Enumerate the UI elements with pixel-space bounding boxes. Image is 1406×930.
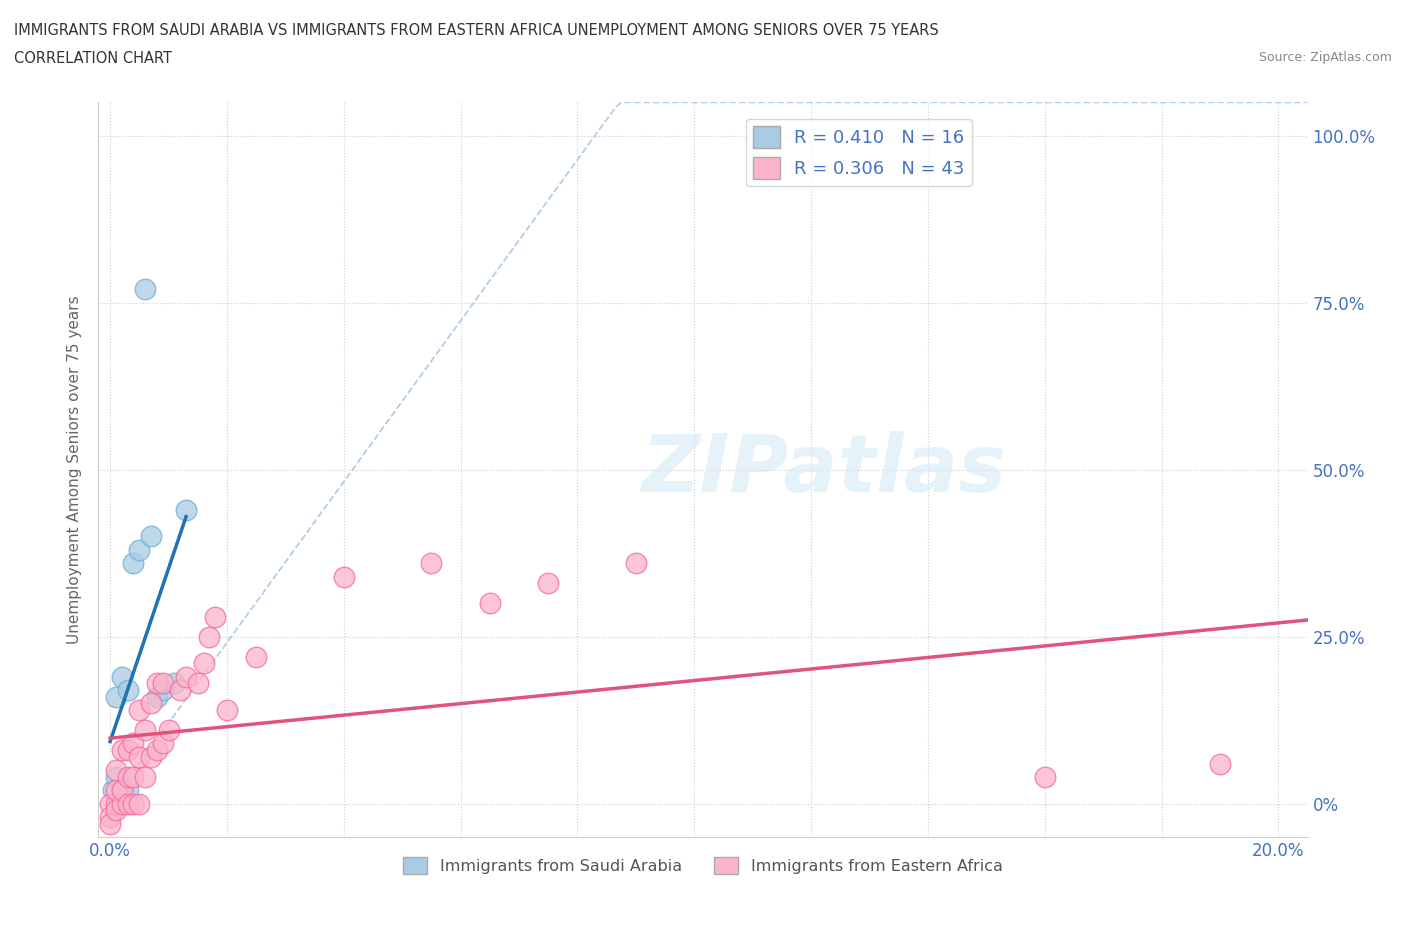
Point [152,736,174,751]
Point [117,769,139,784]
Point [420,556,443,571]
Point [174,670,197,684]
Point [134,282,156,297]
Point [128,796,150,811]
Point [624,556,647,571]
Point [98,796,121,811]
Text: IMMIGRANTS FROM SAUDI ARABIA VS IMMIGRANTS FROM EASTERN AFRICA UNEMPLOYMENT AMON: IMMIGRANTS FROM SAUDI ARABIA VS IMMIGRAN… [14,23,939,38]
Point [111,783,134,798]
Point [117,683,139,698]
Point [152,676,174,691]
Point [139,750,162,764]
Point [169,683,191,698]
Point [111,783,134,798]
Text: CORRELATION CHART: CORRELATION CHART [14,51,172,66]
Point [117,743,139,758]
Point [134,723,156,737]
Legend: Immigrants from Saudi Arabia, Immigrants from Eastern Africa: Immigrants from Saudi Arabia, Immigrants… [396,851,1010,881]
Point [146,689,169,704]
Point [332,569,354,584]
Point [163,676,186,691]
Point [122,796,145,811]
Point [139,696,162,711]
Point [537,576,560,591]
Point [478,596,501,611]
Point [128,703,150,718]
Text: Source: ZipAtlas.com: Source: ZipAtlas.com [1258,51,1392,64]
Point [215,703,238,718]
Point [117,796,139,811]
Point [104,783,127,798]
Point [117,783,139,798]
Point [104,763,127,777]
Point [193,656,215,671]
Point [174,502,197,517]
Point [152,683,174,698]
Point [122,556,145,571]
Point [122,736,145,751]
Point [111,743,134,758]
Point [111,670,134,684]
Point [1033,769,1056,784]
Point [187,676,209,691]
Point [146,743,169,758]
Point [98,817,121,831]
Point [108,796,131,811]
Point [122,769,145,784]
Point [111,796,134,811]
Point [104,689,127,704]
Point [128,750,150,764]
Text: ZIPatlas: ZIPatlas [641,431,1007,509]
Point [98,809,121,824]
Point [139,529,162,544]
Point [134,769,156,784]
Point [245,649,267,664]
Point [204,609,226,624]
Point [104,803,127,817]
Point [101,783,124,798]
Point [128,542,150,557]
Point [198,630,221,644]
Point [157,723,180,737]
Point [146,676,169,691]
Y-axis label: Unemployment Among Seniors over 75 years: Unemployment Among Seniors over 75 years [67,296,83,644]
Point [104,796,127,811]
Point [1209,756,1232,771]
Point [104,769,127,784]
